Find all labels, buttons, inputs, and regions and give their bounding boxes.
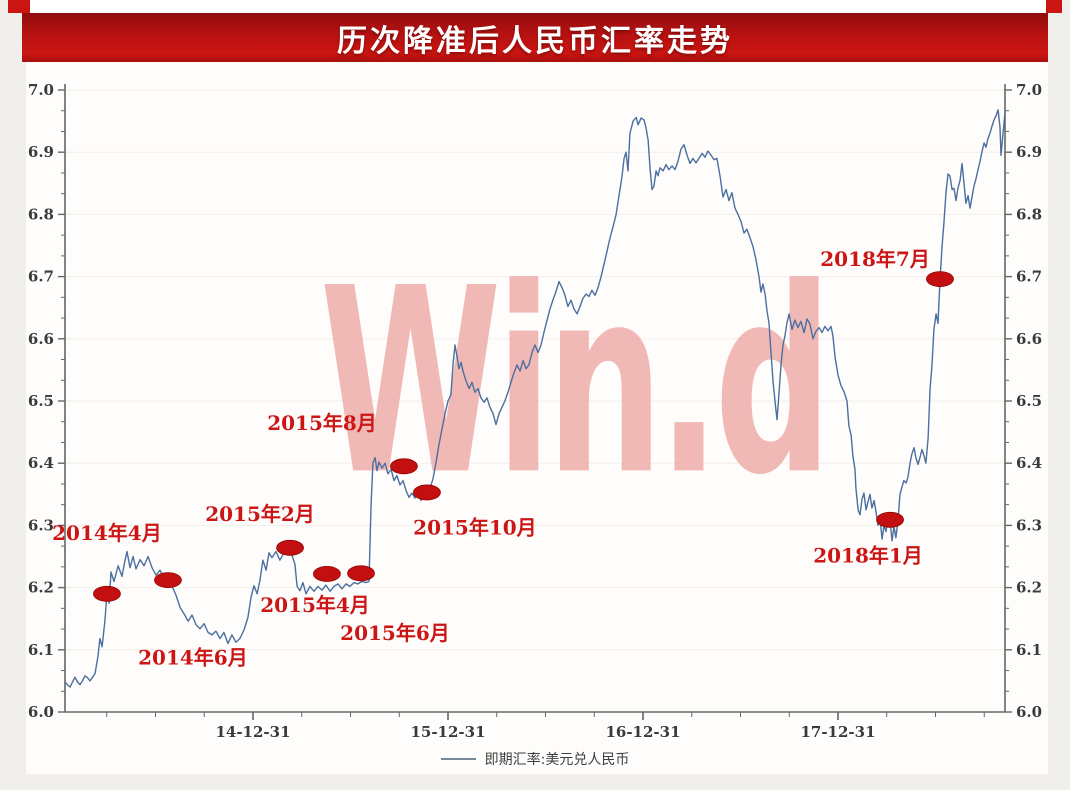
annotation-label: 2014年4月 xyxy=(52,521,162,545)
rrr-cut-marker xyxy=(347,565,375,582)
y-tick-label: 6.6 xyxy=(28,330,54,348)
annotation-label: 2015年4月 xyxy=(260,593,370,617)
y-axis-labels-left: 6.0 6.1 6.2 6.3 6.4 6.5 6.6 6.7 6.8 6.9 7.0 xyxy=(28,81,54,721)
chart-legend: 即期汇率:美元兑人民币 xyxy=(0,748,1070,770)
y-tick-label: 6.1 xyxy=(28,641,54,659)
x-tick-label: 15-12-31 xyxy=(410,723,485,741)
chart-panel xyxy=(26,12,1048,774)
y-tick-label: 6.7 xyxy=(28,268,54,286)
y-tick-label: 6.1 xyxy=(1016,641,1042,659)
x-axis-labels: 14-12-31 15-12-31 16-12-31 17-12-31 xyxy=(215,723,875,741)
rrr-cut-marker xyxy=(276,539,304,556)
legend-line-swatch xyxy=(440,758,476,760)
y-tick-label: 6.8 xyxy=(28,205,54,223)
rrr-cut-annotations: 2014年4月 2014年6月 2015年2月 2015年4月 2015年6月 2015年… xyxy=(52,247,930,669)
rrr-cut-marker xyxy=(390,458,418,475)
watermark-layer: Win.d xyxy=(320,233,833,531)
rrr-cut-marker xyxy=(154,572,182,589)
x-tick-label: 16-12-31 xyxy=(605,723,680,741)
y-tick-label: 7.0 xyxy=(28,81,54,99)
y-tick-label: 6.0 xyxy=(1016,703,1042,721)
y-axis-labels-right: 6.0 6.1 6.2 6.3 6.4 6.5 6.6 6.7 6.8 6.9 7.0 xyxy=(1016,81,1042,721)
rrr-cut-marker xyxy=(93,585,121,602)
annotation-label: 2015年10月 xyxy=(413,515,537,539)
y-tick-label: 6.2 xyxy=(28,579,54,597)
y-tick-label: 6.2 xyxy=(1016,579,1042,597)
axis-ticks xyxy=(58,89,1012,720)
series-layer xyxy=(64,109,1006,688)
x-tick-label: 17-12-31 xyxy=(800,723,875,741)
y-tick-label: 6.9 xyxy=(1016,143,1042,161)
wind-watermark: Win.d xyxy=(320,233,827,531)
annotation-label: 2015年8月 xyxy=(267,411,377,435)
y-tick-label: 6.0 xyxy=(28,703,54,721)
rrr-cut-markers xyxy=(93,271,954,602)
page-margin-left xyxy=(0,0,26,790)
y-tick-label: 6.5 xyxy=(28,392,54,410)
gridlines xyxy=(65,89,1005,651)
annotation-label: 2015年6月 xyxy=(340,621,450,645)
y-tick-label: 6.4 xyxy=(28,454,54,472)
page-margin-bottom xyxy=(0,772,1070,790)
annotation-label: 2018年7月 xyxy=(820,247,930,271)
y-tick-label: 6.3 xyxy=(28,516,54,534)
axes xyxy=(64,84,1006,713)
legend-series-label: 即期汇率:美元兑人民币 xyxy=(484,752,630,768)
page-corner-accent-right xyxy=(1046,0,1062,13)
chart-title-bar: 历次降准后人民币汇率走势 xyxy=(22,13,1048,62)
rrr-cut-marker xyxy=(876,511,904,528)
y-tick-label: 6.6 xyxy=(1016,330,1042,348)
page-margin-right xyxy=(1048,0,1070,790)
chart-title: 历次降准后人民币汇率走势 xyxy=(337,23,733,59)
rrr-cut-marker xyxy=(413,484,441,501)
price-line xyxy=(64,109,1006,688)
page-corner-accent-left xyxy=(8,0,30,13)
y-tick-label: 6.5 xyxy=(1016,392,1042,410)
y-tick-label: 6.3 xyxy=(1016,516,1042,534)
y-tick-label: 6.8 xyxy=(1016,205,1042,223)
rrr-cut-marker xyxy=(926,271,954,287)
annotation-label: 2015年2月 xyxy=(205,502,315,526)
x-tick-label: 14-12-31 xyxy=(215,723,290,741)
y-tick-label: 6.4 xyxy=(1016,454,1042,472)
y-tick-label: 7.0 xyxy=(1016,81,1042,99)
annotation-label: 2014年6月 xyxy=(138,645,248,669)
annotation-label: 2018年1月 xyxy=(813,543,923,567)
y-tick-label: 6.7 xyxy=(1016,268,1042,286)
y-tick-label: 6.9 xyxy=(28,143,54,161)
rrr-cut-marker xyxy=(313,566,341,582)
